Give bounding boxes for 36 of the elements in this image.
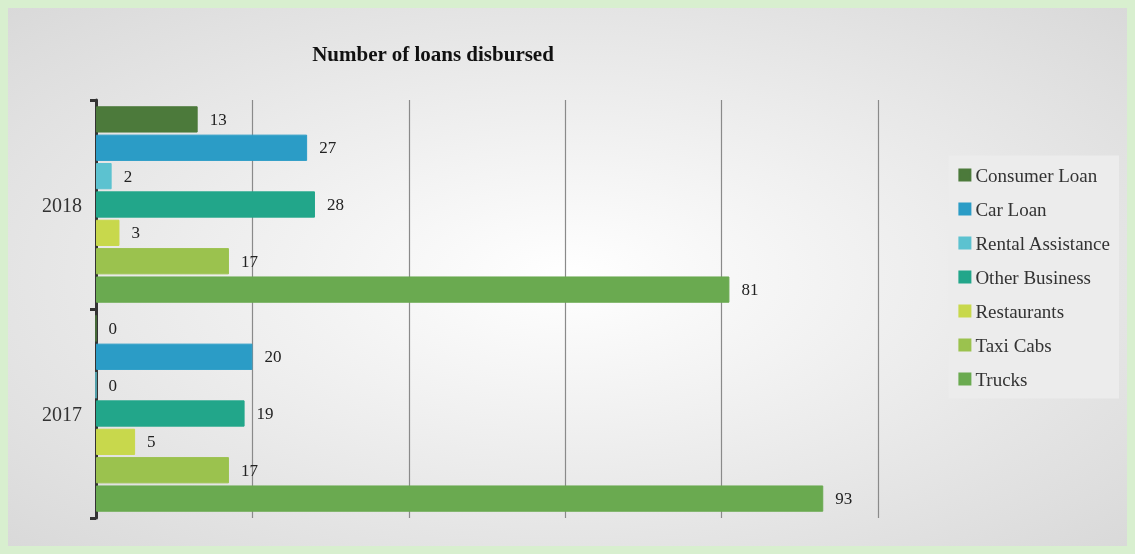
bar xyxy=(96,457,229,484)
legend-label: Taxi Cabs xyxy=(975,334,1052,356)
legend-label: Other Business xyxy=(975,266,1091,288)
bar xyxy=(96,248,229,275)
data-label: 0 xyxy=(108,375,117,395)
bar xyxy=(96,428,136,455)
bar xyxy=(96,134,308,161)
legend-label: Restaurants xyxy=(975,300,1065,322)
bar xyxy=(96,163,112,190)
y-tick-label: 2018 xyxy=(42,193,82,216)
bar xyxy=(96,276,730,303)
data-label: 3 xyxy=(131,223,140,243)
bar xyxy=(96,485,824,512)
bar xyxy=(96,191,315,218)
legend-label: Trucks xyxy=(975,368,1028,390)
data-label: 0 xyxy=(108,318,117,338)
data-label: 19 xyxy=(256,404,274,423)
legend-label: Rental Assistance xyxy=(975,232,1110,254)
bar xyxy=(96,106,198,133)
legend-label: Car Loan xyxy=(975,198,1048,220)
data-label: 13 xyxy=(209,109,227,129)
data-label: 17 xyxy=(240,460,259,480)
bar xyxy=(96,219,120,246)
data-label: 2 xyxy=(123,166,133,186)
data-label: 20 xyxy=(264,347,282,367)
legend-label: Consumer Loan xyxy=(975,164,1098,186)
data-label: 28 xyxy=(326,195,344,214)
data-label: 27 xyxy=(319,138,337,158)
data-label: 5 xyxy=(147,432,156,452)
bar xyxy=(96,400,245,427)
data-label: 81 xyxy=(741,280,759,300)
data-label: 17 xyxy=(240,251,259,271)
chart-title: Number of loans disbursed xyxy=(312,41,555,66)
y-tick-label: 2017 xyxy=(42,402,82,425)
bar xyxy=(96,343,253,370)
data-label: 93 xyxy=(835,489,853,509)
